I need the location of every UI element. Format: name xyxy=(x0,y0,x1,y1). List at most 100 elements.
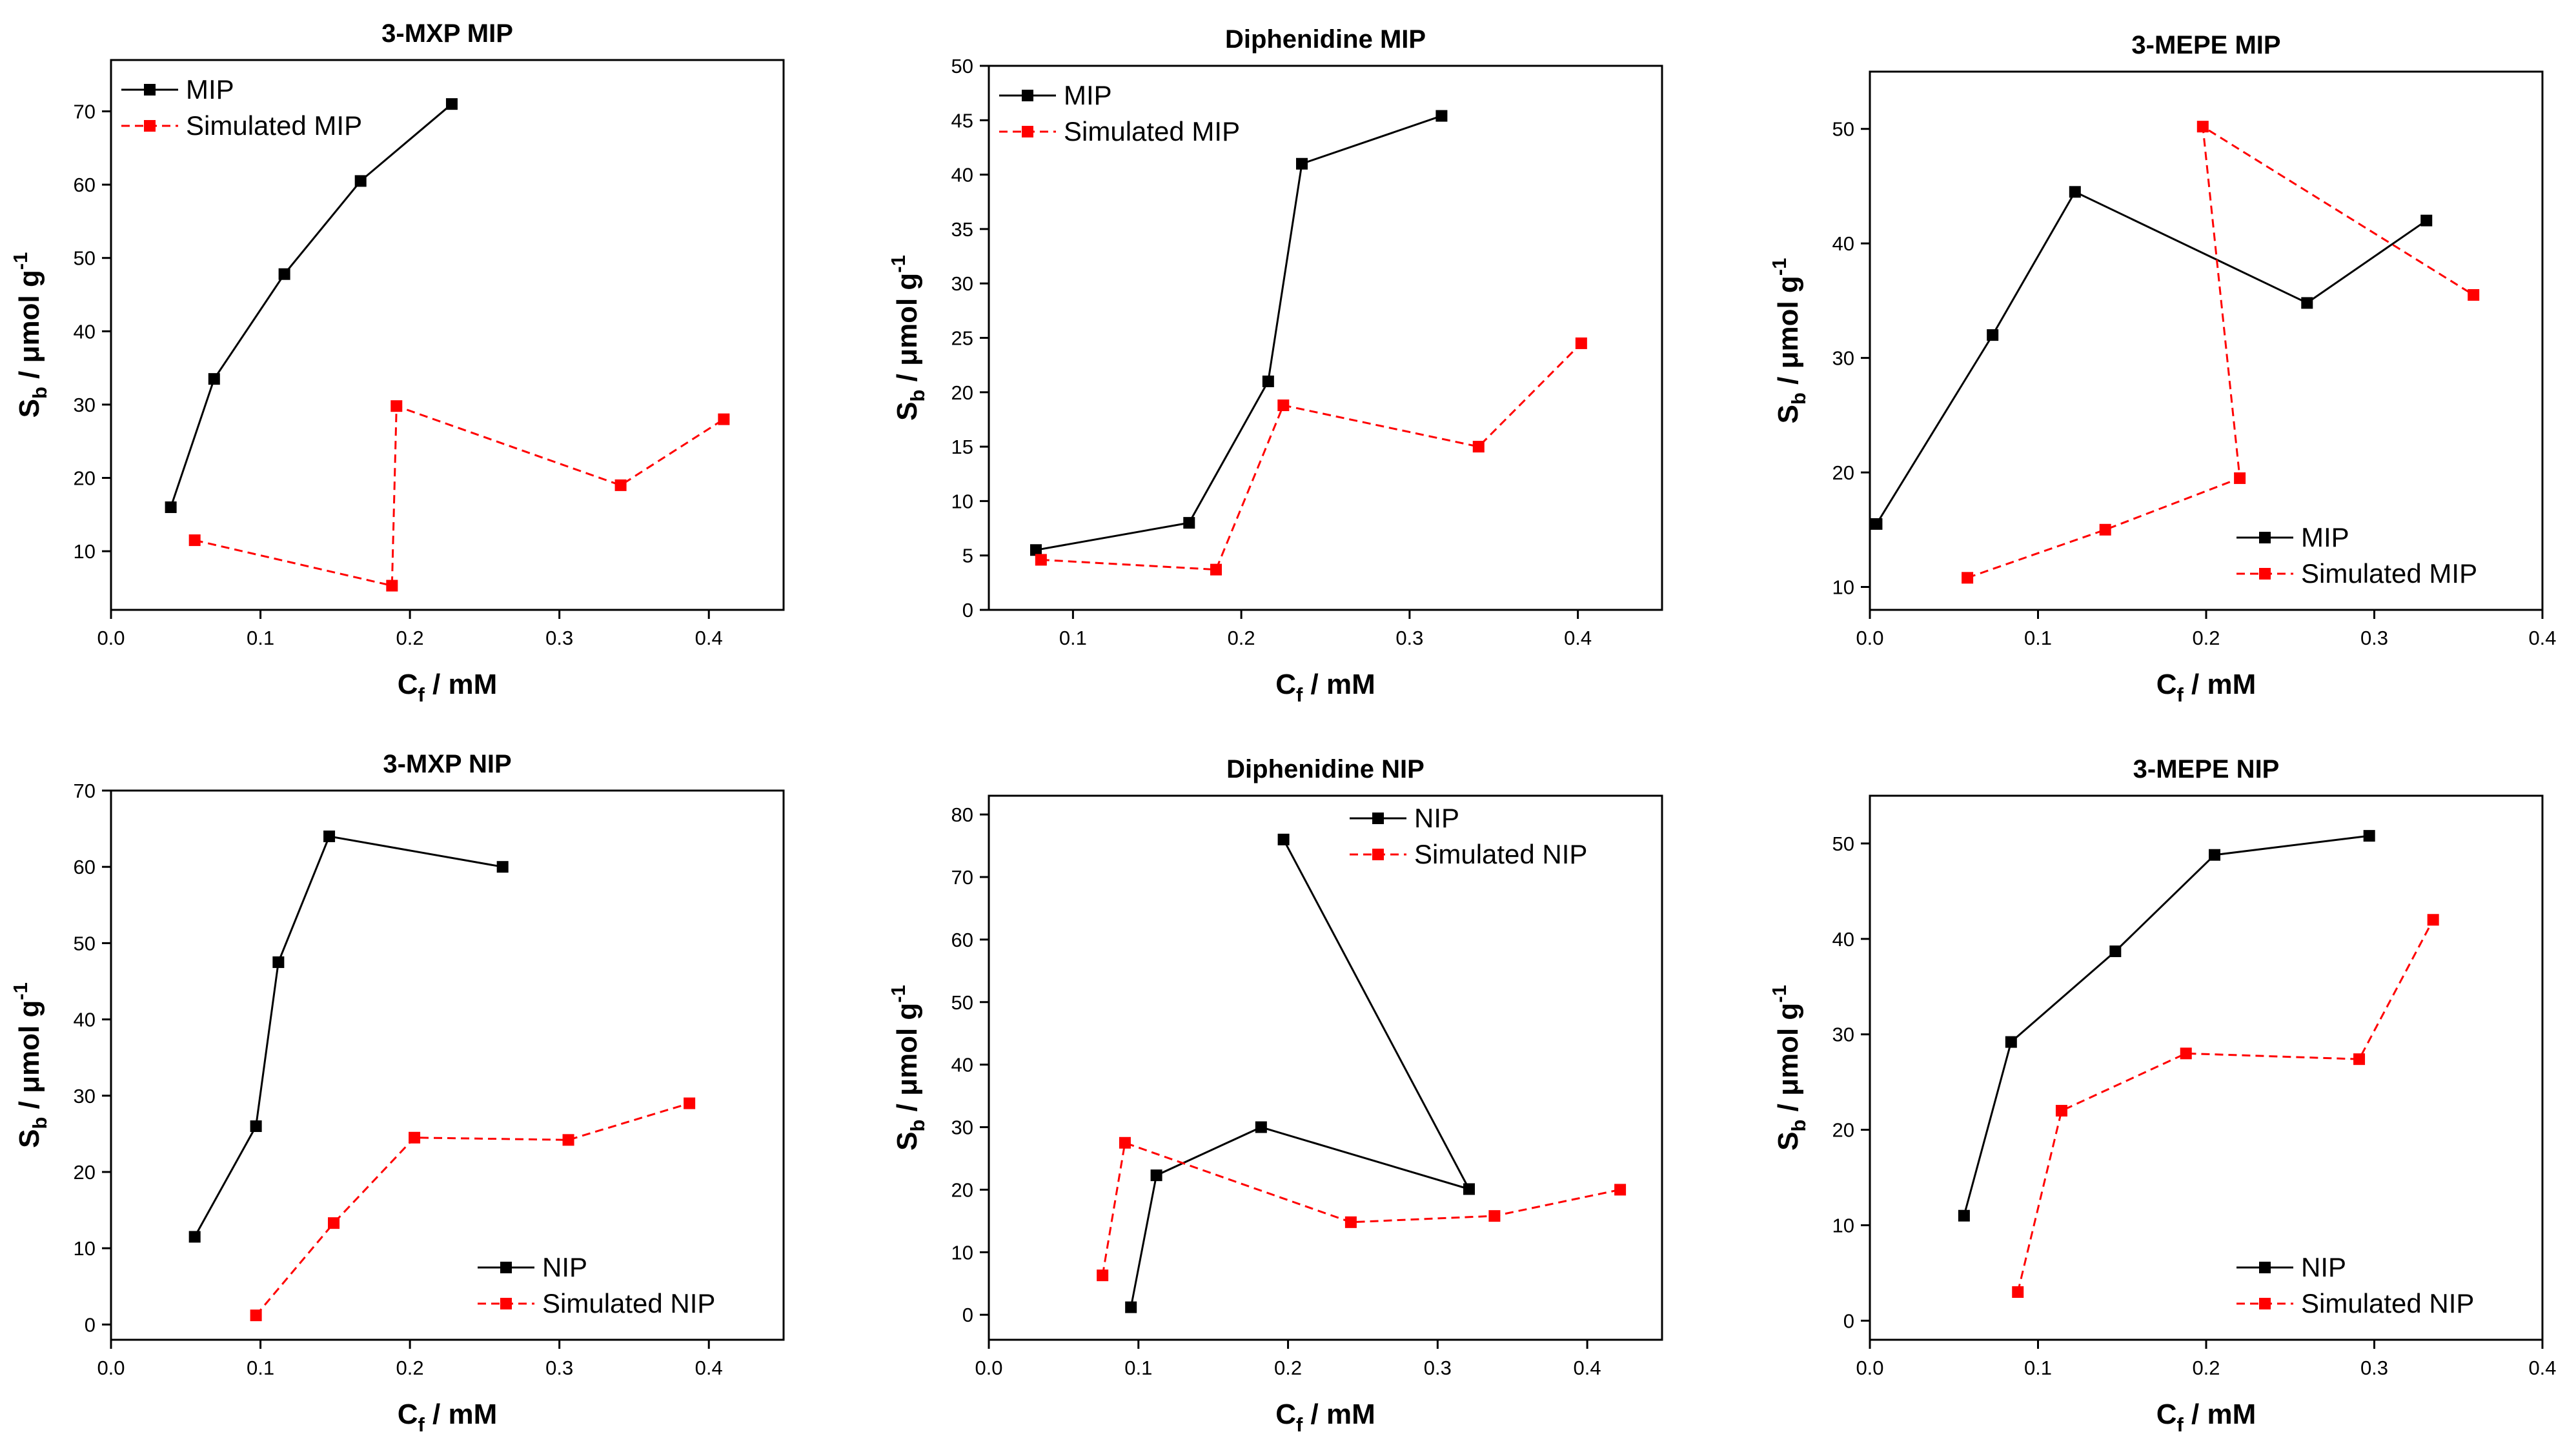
data-point xyxy=(250,1120,262,1133)
data-point xyxy=(1871,518,1883,530)
data-point xyxy=(562,1134,574,1146)
data-point xyxy=(1262,375,1274,387)
chart-title: 3-MXP NIP xyxy=(383,750,511,778)
data-point xyxy=(2234,472,2246,484)
y-axis-label: Sb / μmol g-1 xyxy=(887,985,929,1151)
series-simulated-mip xyxy=(1035,337,1587,576)
x-tick-label: 0.4 xyxy=(1574,1357,1601,1379)
data-point xyxy=(2420,214,2433,227)
x-tick-label: 0.1 xyxy=(2024,1357,2052,1379)
x-tick-label: 0.1 xyxy=(1059,627,1087,649)
y-tick-label: 10 xyxy=(1832,1215,1854,1237)
data-point xyxy=(2055,1105,2067,1117)
data-point xyxy=(272,956,285,968)
data-point xyxy=(1125,1301,1137,1313)
x-tick-label: 0.3 xyxy=(1424,1357,1452,1379)
legend-marker xyxy=(2259,568,2271,580)
x-tick-label: 0.4 xyxy=(695,1357,723,1379)
x-tick-label: 0.4 xyxy=(2528,627,2556,649)
y-tick-label: 0 xyxy=(85,1313,96,1336)
data-point xyxy=(1030,544,1042,556)
series-line xyxy=(1967,125,2474,579)
y-tick-label: 20 xyxy=(1832,461,1854,484)
data-point xyxy=(2468,289,2480,301)
y-tick-label: 20 xyxy=(951,1178,973,1201)
chart-title: 3-MEPE MIP xyxy=(2131,31,2280,59)
y-tick-label: 70 xyxy=(951,866,973,889)
y-tick-label: 10 xyxy=(1832,576,1854,599)
data-point xyxy=(1987,329,1999,341)
y-tick-label: 10 xyxy=(74,1237,96,1260)
data-point xyxy=(1435,110,1448,122)
data-point xyxy=(208,373,220,385)
legend-label: MIP xyxy=(186,74,234,105)
legend: MIP Simulated MIP xyxy=(999,80,1240,146)
series-nip xyxy=(1958,830,2375,1222)
data-point xyxy=(1255,1121,1267,1133)
y-tick-label: 0 xyxy=(962,1304,973,1326)
x-tick-label: 0.0 xyxy=(1856,627,1883,649)
y-tick-label: 20 xyxy=(74,1161,96,1184)
y-tick-label: 30 xyxy=(951,272,973,295)
legend-marker xyxy=(500,1298,512,1309)
chart-title: 3-MXP MIP xyxy=(381,19,513,48)
data-point xyxy=(188,1231,201,1243)
data-point xyxy=(2005,1036,2017,1048)
legend-marker xyxy=(1022,126,1033,137)
chart-panel-1: 3-MXP MIP 0.0 0.1 0.2 0.3 0.4 10 20 30 40 50 60 70 Cf… xyxy=(9,19,785,706)
y-tick-label: 40 xyxy=(74,320,96,343)
data-point xyxy=(328,1217,340,1229)
chart-panel-2: Diphenidine MIP 0.1 0.2 0.3 0.4 0 5 10 15 20 25 30 3… xyxy=(887,25,1663,706)
data-point xyxy=(2109,945,2122,958)
data-point xyxy=(1097,1269,1109,1282)
series-line xyxy=(194,835,503,1238)
chart-title: 3-MEPE NIP xyxy=(2133,755,2280,783)
y-tick-label: 50 xyxy=(1832,118,1854,141)
data-point xyxy=(390,400,403,412)
data-point xyxy=(496,861,509,873)
data-point xyxy=(1277,399,1290,412)
legend: MIP Simulated MIP xyxy=(2236,522,2477,589)
y-tick-label: 80 xyxy=(951,803,973,826)
data-point xyxy=(1614,1184,1627,1196)
plot-frame xyxy=(110,59,785,611)
y-tick-label: 50 xyxy=(951,991,973,1014)
series-line xyxy=(1876,190,2428,525)
data-point xyxy=(1150,1169,1162,1182)
series-line xyxy=(1130,839,1472,1308)
data-point xyxy=(1463,1183,1476,1195)
y-tick-label: 50 xyxy=(1832,833,1854,855)
legend: MIP Simulated MIP xyxy=(121,74,362,141)
y-tick-label: 50 xyxy=(74,247,96,270)
data-point xyxy=(386,580,398,592)
y-tick-label: 50 xyxy=(74,932,96,954)
y-tick-label: 20 xyxy=(74,467,96,490)
x-tick-label: 0.1 xyxy=(247,1357,274,1379)
legend: NIP Simulated NIP xyxy=(478,1252,715,1318)
y-tick-label: 40 xyxy=(1832,928,1854,951)
series-simulated-nip xyxy=(1097,1136,1627,1282)
chart-panel-5: Diphenidine NIP 0.0 0.1 0.2 0.3 0.4 0 10 20 30 40 5… xyxy=(887,755,1663,1434)
data-point xyxy=(1277,833,1290,845)
series-line xyxy=(1963,834,2369,1217)
y-tick-label: 70 xyxy=(74,780,96,802)
x-tick-label: 0.2 xyxy=(396,1357,424,1379)
y-tick-label: 25 xyxy=(951,327,973,350)
y-tick-label: 10 xyxy=(74,540,96,563)
plot-frame xyxy=(988,794,1663,1341)
y-tick-label: 30 xyxy=(74,394,96,416)
y-tick-label: 60 xyxy=(74,856,96,878)
data-point xyxy=(409,1131,421,1144)
legend-label: NIP xyxy=(2301,1252,2346,1282)
data-point xyxy=(2180,1047,2192,1060)
y-tick-label: 30 xyxy=(74,1085,96,1107)
y-axis-label: Sb / μmol g-1 xyxy=(1768,258,1810,424)
legend-label: Simulated MIP xyxy=(2301,558,2477,589)
y-tick-label: 30 xyxy=(1832,347,1854,370)
plot-frame xyxy=(110,789,785,1341)
y-tick-label: 15 xyxy=(951,436,973,458)
data-point xyxy=(354,175,367,187)
chart-title: Diphenidine NIP xyxy=(1226,755,1425,783)
legend-marker xyxy=(1022,90,1033,101)
